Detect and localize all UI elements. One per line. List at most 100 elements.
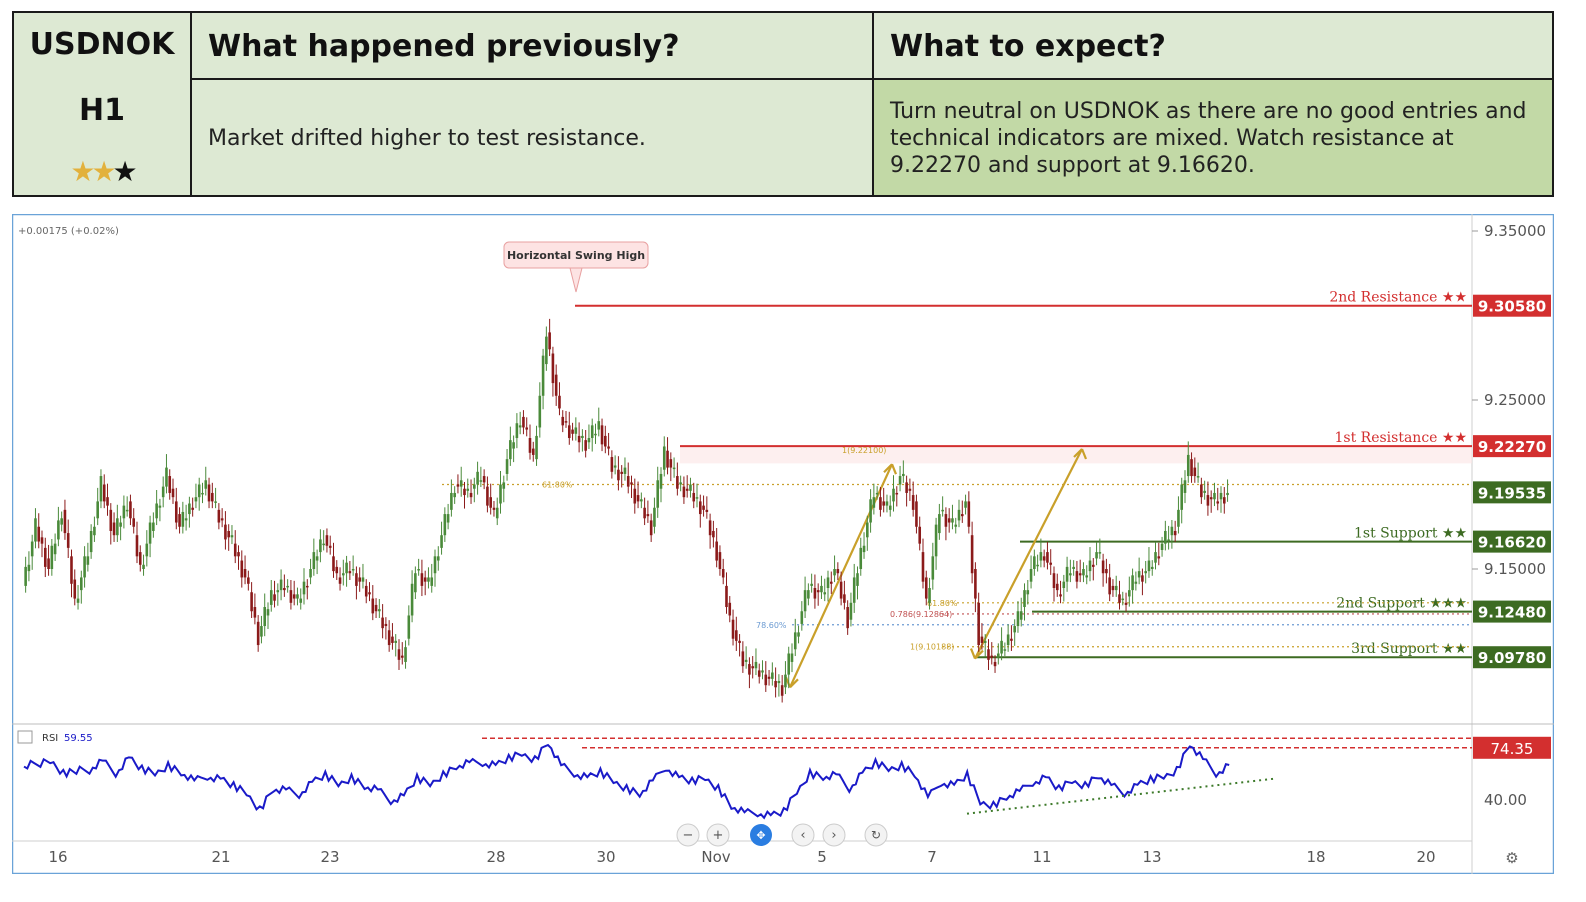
candle-body: [463, 488, 466, 496]
settings-gear-icon[interactable]: ⚙: [1505, 849, 1518, 867]
candle-body: [420, 573, 424, 586]
candle-body: [885, 501, 889, 506]
candle-body: [990, 655, 994, 658]
candle-body: [1164, 530, 1167, 544]
candle-body: [633, 488, 637, 504]
candle-body: [253, 607, 257, 618]
candle-body: [73, 579, 77, 599]
candle-body: [1190, 459, 1193, 477]
candle-body: [803, 590, 807, 612]
candle-body: [695, 497, 699, 499]
candle-body: [106, 497, 109, 506]
candle-body: [387, 630, 391, 646]
candle-body: [921, 552, 925, 582]
candle-body: [374, 604, 378, 612]
candle-body: [289, 590, 293, 603]
candle-body: [905, 482, 908, 493]
candle-body: [116, 518, 119, 536]
candle-body: [1150, 566, 1154, 569]
candle-body: [214, 501, 217, 503]
candle-body: [201, 492, 204, 495]
candle-body: [983, 640, 987, 643]
candle-body: [987, 649, 990, 660]
candle-body: [767, 676, 771, 679]
candle-body: [757, 670, 761, 677]
zoom-in-button[interactable]: [706, 823, 730, 847]
candle-body: [954, 524, 958, 527]
fib-label: 61.80%: [927, 599, 958, 608]
candle-body: [1036, 564, 1039, 567]
candle-body: [1177, 509, 1180, 527]
price-chart[interactable]: 2nd Resistance ★★ 1st Resistance ★★ 1st Su…: [11, 213, 1555, 875]
candle-body: [957, 509, 961, 521]
candle-body: [296, 594, 299, 599]
candle-body: [440, 535, 443, 548]
candle-body: [626, 476, 630, 487]
rsi-collapse-icon[interactable]: [17, 730, 33, 744]
zoom-out-button[interactable]: [676, 823, 700, 847]
callout-text: Horizontal Swing High: [507, 249, 645, 262]
price-tick-label: 9.25000: [1484, 391, 1546, 409]
candle-body: [846, 607, 849, 629]
candle-body: [908, 488, 912, 491]
price-tick-label: 9.35000: [1484, 222, 1546, 240]
candle-body: [715, 541, 718, 561]
scroll-right-button[interactable]: [822, 823, 846, 847]
candle-body: [351, 569, 355, 571]
candle-body: [279, 579, 283, 591]
candle-body: [476, 471, 479, 485]
candle-body: [692, 492, 696, 502]
candle-body: [495, 507, 499, 519]
candle-body: [947, 518, 951, 523]
rsi-tick-label: 40.00: [1484, 791, 1527, 809]
rsi-value: 59.55: [64, 733, 93, 744]
rsi-tag: [1473, 736, 1551, 759]
candle-body: [813, 588, 817, 599]
candle-body: [1203, 490, 1206, 493]
candle-body: [866, 522, 869, 538]
candle-body: [368, 592, 371, 595]
reset-chart-button[interactable]: [864, 823, 888, 847]
candle-body: [538, 395, 542, 428]
expect-text-cell: Turn neutral on USDNOK as there are no g…: [872, 78, 1554, 197]
candle-body: [522, 416, 525, 428]
candle-body: [1006, 634, 1010, 646]
expect-text: Turn neutral on USDNOK as there are no g…: [890, 99, 1527, 178]
candle-body: [790, 653, 794, 662]
candle-body: [741, 651, 745, 667]
candle-body: [80, 577, 83, 591]
candle-body: [184, 518, 188, 521]
candle-body: [53, 543, 57, 555]
candle-body: [875, 492, 879, 495]
candle-body: [446, 514, 450, 523]
candle-body: [787, 653, 791, 675]
candle-body: [361, 577, 365, 582]
candle-body: [240, 560, 244, 578]
candle-body: [970, 535, 974, 574]
candle-body: [829, 581, 833, 584]
candle-body: [479, 480, 483, 482]
candle-body: [407, 615, 411, 639]
level-label: 2nd Support ★★★: [1336, 596, 1467, 612]
scroll-left-button[interactable]: [791, 823, 815, 847]
candle-body: [630, 482, 633, 485]
candle-body: [816, 590, 820, 593]
candle-body: [273, 594, 276, 601]
candle-body: [725, 585, 728, 608]
candle-body: [89, 530, 93, 553]
candle-body: [515, 423, 519, 439]
reset-scale-button[interactable]: [750, 824, 772, 846]
candle-body: [322, 543, 325, 546]
candle-body: [433, 556, 437, 574]
candle-body: [302, 581, 306, 595]
candle-body: [1121, 598, 1125, 601]
candle-body: [564, 421, 568, 423]
price-tag-label: 9.16620: [1478, 534, 1546, 552]
candle-body: [1062, 581, 1066, 589]
candle-body: [849, 602, 853, 620]
candle-body: [391, 636, 394, 643]
candle-body: [928, 588, 931, 603]
level-label: 1st Support ★★: [1354, 526, 1467, 542]
candle-body: [620, 471, 623, 474]
candle-body: [577, 435, 581, 443]
